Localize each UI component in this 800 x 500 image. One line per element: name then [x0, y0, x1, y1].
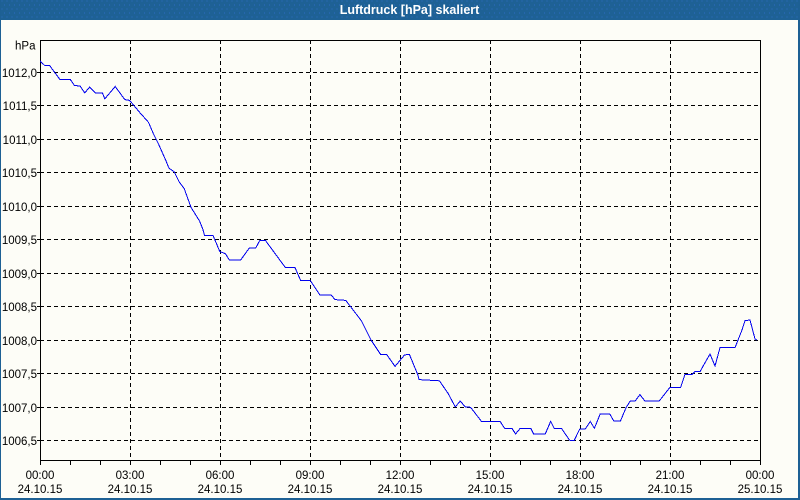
svg-text:1011,0: 1011,0 — [3, 135, 37, 147]
svg-text:1008,5: 1008,5 — [2, 302, 37, 314]
svg-text:1012,0: 1012,0 — [2, 68, 37, 80]
svg-text:24.10.15: 24.10.15 — [468, 484, 513, 496]
svg-text:24.10.15: 24.10.15 — [18, 484, 63, 496]
svg-text:24.10.15: 24.10.15 — [378, 484, 423, 496]
svg-text:25.10.15: 25.10.15 — [738, 484, 783, 496]
svg-text:hPa: hPa — [15, 41, 36, 53]
svg-text:21:00: 21:00 — [656, 470, 685, 482]
svg-text:1011,5: 1011,5 — [3, 101, 37, 113]
svg-text:1009,5: 1009,5 — [2, 235, 37, 247]
svg-text:24.10.15: 24.10.15 — [648, 484, 693, 496]
svg-text:12:00: 12:00 — [386, 470, 415, 482]
svg-text:1006,5: 1006,5 — [2, 436, 37, 448]
svg-text:24.10.15: 24.10.15 — [108, 484, 153, 496]
svg-text:1009,0: 1009,0 — [2, 269, 37, 281]
svg-text:1010,0: 1010,0 — [2, 202, 37, 214]
svg-text:00:00: 00:00 — [746, 470, 775, 482]
svg-text:09:00: 09:00 — [296, 470, 325, 482]
svg-text:1010,5: 1010,5 — [2, 168, 37, 180]
svg-text:1007,5: 1007,5 — [2, 369, 37, 381]
svg-text:24.10.15: 24.10.15 — [288, 484, 333, 496]
svg-text:1007,0: 1007,0 — [2, 403, 37, 415]
svg-text:00:00: 00:00 — [26, 470, 55, 482]
svg-text:24.10.15: 24.10.15 — [558, 484, 603, 496]
svg-text:06:00: 06:00 — [206, 470, 235, 482]
svg-text:1008,0: 1008,0 — [2, 336, 37, 348]
svg-text:18:00: 18:00 — [566, 470, 595, 482]
svg-text:15:00: 15:00 — [476, 470, 505, 482]
svg-text:24.10.15: 24.10.15 — [198, 484, 243, 496]
svg-text:03:00: 03:00 — [116, 470, 145, 482]
